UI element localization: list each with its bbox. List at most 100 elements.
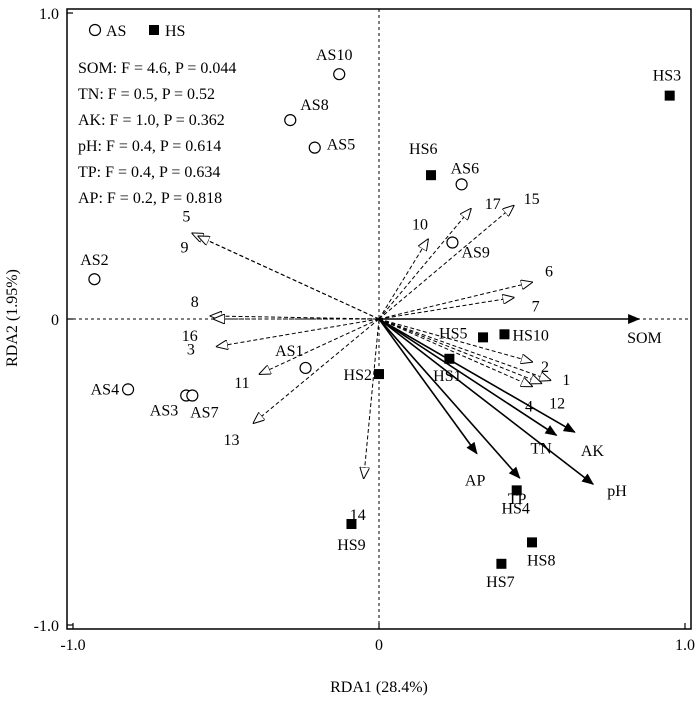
- site-label-hs10: HS10: [512, 327, 548, 344]
- species-label-9: 9: [180, 239, 188, 256]
- site-label-hs2: HS2: [344, 367, 372, 384]
- site-point-hs2: [374, 369, 384, 380]
- legend-label-as: AS: [106, 23, 126, 40]
- species-arrow-1: [378, 318, 550, 380]
- env-arrow-ak: [378, 318, 576, 433]
- species-label-13: 13: [224, 432, 240, 449]
- stat-ap: AP: F = 0.2, P = 0.818: [78, 190, 222, 207]
- x-tick-label-1-0: 1.0: [675, 637, 695, 654]
- stat-ak: AK: F = 1.0, P = 0.362: [78, 112, 225, 129]
- site-label-hs7: HS7: [486, 574, 514, 591]
- x-axis-title: RDA1 (28.4%): [330, 679, 428, 696]
- x-tick-label--1-0: -1.0: [60, 637, 85, 654]
- site-label-as9: AS9: [461, 245, 489, 262]
- site-label-as10: AS10: [316, 47, 352, 64]
- stat-tn: TN: F = 0.5, P = 0.52: [78, 86, 215, 103]
- y-axis-title: RDA2 (1.95%): [4, 269, 21, 367]
- axis-ticks: -1.0 0 1.0 1.0 0 -1.0: [34, 6, 695, 654]
- species-label-6: 6: [545, 263, 553, 280]
- species-label-16: 16: [182, 328, 198, 345]
- site-point-hs8: [527, 537, 537, 548]
- species-arrow-13: [254, 318, 380, 423]
- site-label-as6: AS6: [451, 160, 479, 177]
- site-label-as3: AS3: [150, 403, 178, 420]
- site-label-hs9: HS9: [337, 537, 365, 554]
- site-label-as1: AS1: [275, 343, 303, 360]
- species-label-10: 10: [412, 216, 428, 233]
- species-label-3: 3: [187, 342, 195, 359]
- site-point-as10: [333, 68, 346, 81]
- env-label-ap: AP: [465, 473, 486, 490]
- env-arrow-ap: [378, 318, 478, 455]
- statistics-block: SOM: F = 4.6, P = 0.044 TN: F = 0.5, P =…: [78, 60, 236, 207]
- x-tick-label-0: 0: [375, 637, 383, 654]
- site-label-as2: AS2: [80, 252, 108, 269]
- species-arrow-6: [378, 282, 532, 320]
- site-point-hs5: [478, 332, 489, 343]
- site-point-as9: [446, 236, 459, 249]
- site-point-hs10: [499, 329, 510, 340]
- species-arrow-8: [211, 316, 380, 319]
- site-point-as1: [299, 361, 312, 375]
- site-label-hs8: HS8: [527, 552, 555, 569]
- site-label-as5: AS5: [327, 137, 355, 154]
- species-arrow-5: [192, 233, 380, 320]
- site-point-as5: [308, 141, 321, 154]
- env-label-tp: TP: [508, 491, 527, 508]
- env-arrow-ph: [378, 318, 594, 485]
- species-label-17: 17: [485, 196, 501, 213]
- species-label-1: 1: [562, 372, 570, 389]
- site-point-hs3: [664, 90, 675, 101]
- species-label-5: 5: [182, 208, 190, 225]
- species-label-12: 12: [549, 395, 565, 412]
- y-tick-label-0: 0: [51, 312, 59, 329]
- site-point-hs4: [511, 485, 522, 496]
- site-points: AS2 AS4 AS3 AS7 AS1 AS10 AS8 AS5 AS6 AS9 HS6 HS3 HS5…: [80, 47, 681, 591]
- env-arrow-tp: [378, 318, 521, 479]
- species-arrow-7: [378, 298, 514, 320]
- legend-marker-hs: [149, 25, 159, 35]
- species-label-11: 11: [234, 375, 249, 392]
- site-label-hs1: HS1: [433, 368, 461, 385]
- site-label-hs5: HS5: [439, 325, 467, 342]
- site-label-as8: AS8: [300, 97, 328, 114]
- site-point-as7: [186, 389, 199, 402]
- site-label-hs3: HS3: [653, 68, 681, 85]
- y-tick-label--1-0: -1.0: [34, 618, 59, 635]
- species-arrow-3: [217, 318, 380, 347]
- species-label-2: 2: [541, 359, 549, 376]
- stat-tp: TP: F = 0.4, P = 0.634: [78, 164, 220, 181]
- species-arrow-12: [378, 318, 541, 383]
- species-label-4: 4: [525, 398, 533, 415]
- legend: AS HS: [88, 23, 185, 40]
- env-label-som: SOM: [627, 330, 662, 347]
- species-label-15: 15: [524, 191, 540, 208]
- env-arrow-tn: [378, 318, 558, 436]
- site-label-as4: AS4: [91, 381, 119, 398]
- site-point-hs6: [426, 170, 437, 181]
- site-point-hs7: [496, 558, 507, 569]
- site-point-as2: [88, 273, 101, 286]
- env-label-ak: AK: [581, 443, 605, 460]
- species-arrow-10: [378, 239, 428, 320]
- species-arrow-17: [378, 209, 471, 320]
- species-arrow-9: [198, 236, 380, 320]
- site-point-as8: [284, 113, 297, 127]
- species-label-7: 7: [532, 299, 540, 316]
- legend-label-hs: HS: [165, 23, 185, 40]
- site-label-as7: AS7: [190, 405, 218, 422]
- legend-marker-as: [88, 23, 102, 37]
- site-point-as6: [455, 178, 468, 191]
- y-tick-label-1-0: 1.0: [39, 6, 59, 23]
- stat-som: SOM: F = 4.6, P = 0.044: [78, 60, 236, 77]
- species-arrow-4: [378, 318, 532, 386]
- stat-ph: pH: F = 0.4, P = 0.614: [78, 138, 221, 155]
- species-label-8: 8: [191, 294, 199, 311]
- species-arrow-15: [378, 206, 514, 320]
- species-arrow-14: [364, 318, 380, 478]
- site-point-hs1: [444, 353, 455, 364]
- env-label-ph: pH: [607, 483, 627, 500]
